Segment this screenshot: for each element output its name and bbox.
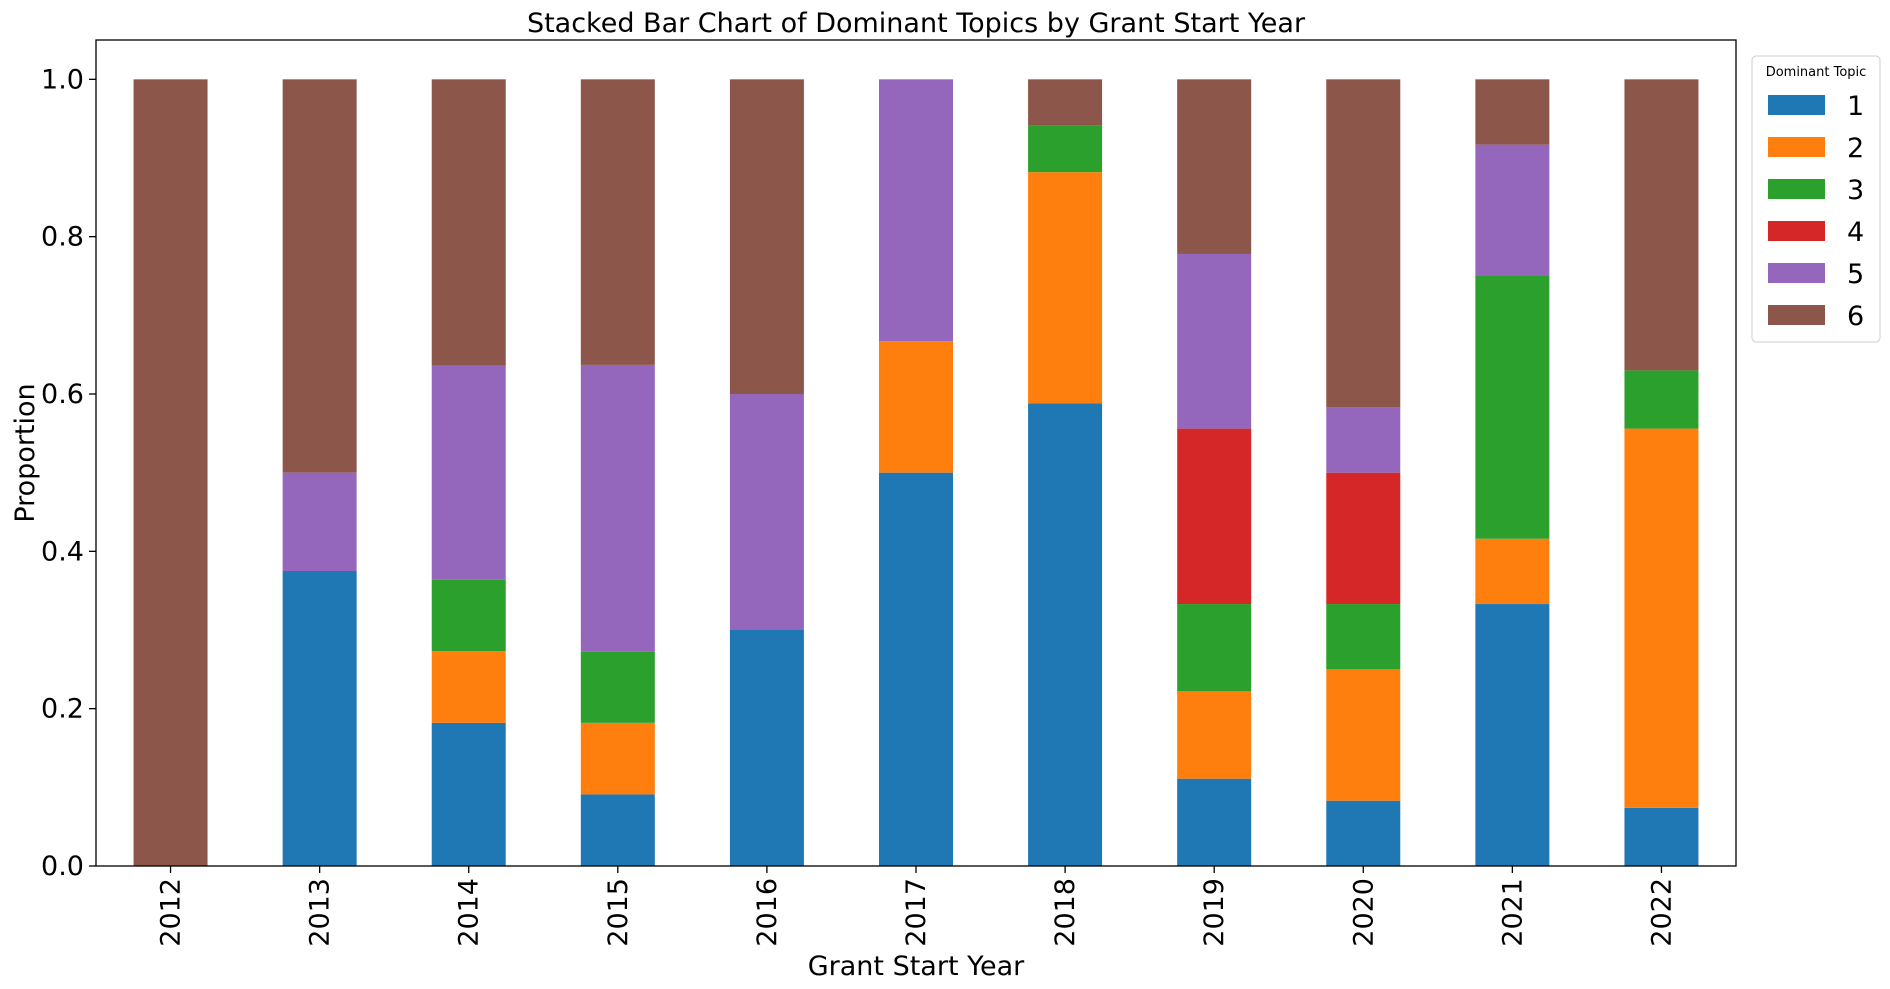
bar-2015-topic-6	[580, 79, 655, 365]
bar-2017-topic-2	[879, 341, 953, 473]
bar-2019-topic-6	[1177, 79, 1252, 254]
x-tick-label-2020: 2020	[1348, 878, 1379, 947]
legend-label-topic-1: 1	[1847, 91, 1864, 122]
bar-2022-topic-1	[1624, 807, 1699, 866]
bar-2013-topic-6	[282, 79, 357, 473]
bar-2015-topic-2	[580, 722, 655, 795]
bar-2020-topic-4	[1326, 472, 1401, 605]
bar-2017-topic-5	[879, 79, 953, 342]
bar-2014-topic-5	[431, 365, 506, 580]
bar-2022-topic-3	[1624, 370, 1699, 429]
bar-2018-topic-1	[1028, 403, 1103, 866]
legend-label-topic-4: 4	[1847, 217, 1864, 248]
bar-2014-topic-1	[431, 722, 506, 866]
bar-2019-topic-3	[1177, 604, 1252, 692]
x-tick-label-2017: 2017	[901, 878, 932, 947]
bar-2021-topic-1	[1475, 604, 1550, 866]
y-tick-label-0.0: 0.0	[41, 851, 84, 882]
bar-2019-topic-1	[1177, 778, 1252, 866]
bar-2021-topic-2	[1475, 538, 1550, 605]
bar-2019-topic-5	[1177, 253, 1252, 429]
bar-2020-topic-6	[1326, 79, 1401, 408]
x-axis: 2012 2013 2014 2015 2016 2017 2018 2019 2020 2021…	[156, 866, 1677, 947]
bar-2016-topic-6	[729, 79, 804, 394]
bar-2018-topic-2	[1028, 172, 1103, 404]
bar-2020-topic-2	[1326, 669, 1401, 801]
legend-swatch-topic-5	[1768, 263, 1825, 283]
bar-2013-topic-1	[282, 571, 357, 866]
x-axis-label: Grant Start Year	[808, 951, 1025, 982]
y-tick-label-0.4: 0.4	[41, 536, 84, 567]
x-tick-label-2016: 2016	[752, 878, 783, 947]
legend-swatch-topic-4	[1768, 221, 1825, 241]
legend-swatch-topic-6	[1768, 305, 1825, 325]
bar-2021-topic-5	[1475, 144, 1550, 276]
x-tick-label-2012: 2012	[156, 878, 187, 947]
legend: Dominant Topic 1 2 3 4 5 6	[1751, 55, 1881, 343]
bar-2022-topic-2	[1624, 428, 1699, 808]
bar-2012-topic-6	[133, 79, 208, 866]
bar-2017-topic-1	[879, 472, 953, 866]
bar-2019-topic-2	[1177, 691, 1252, 779]
legend-swatch-topic-3	[1768, 179, 1825, 199]
bar-2021-topic-3	[1475, 276, 1550, 539]
legend-label-topic-3: 3	[1847, 175, 1864, 206]
legend-label-topic-5: 5	[1847, 259, 1864, 290]
bar-2021-topic-6	[1475, 79, 1550, 145]
bars-group	[133, 79, 1699, 866]
x-tick-label-2022: 2022	[1646, 878, 1677, 947]
x-tick-label-2014: 2014	[454, 878, 485, 947]
bar-2014-topic-2	[431, 651, 506, 723]
x-tick-label-2013: 2013	[305, 878, 336, 947]
x-tick-label-2018: 2018	[1050, 878, 1081, 947]
y-tick-label-0.6: 0.6	[41, 379, 84, 410]
bar-2020-topic-3	[1326, 604, 1401, 670]
bar-2014-topic-6	[431, 79, 506, 366]
bar-2018-topic-6	[1028, 79, 1103, 126]
bar-2015-topic-1	[580, 794, 655, 866]
bar-2013-topic-5	[282, 472, 357, 571]
legend-label-topic-2: 2	[1847, 133, 1864, 164]
y-tick-label-0.8: 0.8	[41, 222, 84, 253]
bar-2020-topic-1	[1326, 800, 1401, 866]
bar-2015-topic-3	[580, 651, 655, 723]
legend-label-topic-6: 6	[1847, 301, 1864, 332]
bar-2016-topic-5	[729, 394, 804, 630]
y-axis-label: Proportion	[10, 383, 41, 522]
legend-swatch-topic-1	[1768, 95, 1825, 115]
chart-title: Stacked Bar Chart of Dominant Topics by …	[527, 8, 1306, 39]
bar-2016-topic-1	[729, 630, 804, 866]
x-tick-label-2019: 2019	[1199, 878, 1230, 947]
legend-title: Dominant Topic	[1766, 65, 1867, 80]
y-tick-label-1.0: 1.0	[41, 64, 84, 95]
bar-2019-topic-4	[1177, 428, 1252, 605]
y-axis: 0.0 0.2 0.4 0.6 0.8 1.0	[41, 64, 96, 882]
bar-2018-topic-3	[1028, 125, 1103, 173]
x-tick-label-2021: 2021	[1497, 878, 1528, 947]
y-tick-label-0.2: 0.2	[41, 694, 84, 725]
bar-2020-topic-5	[1326, 407, 1401, 473]
bar-2015-topic-5	[580, 364, 655, 652]
legend-swatch-topic-2	[1768, 137, 1825, 157]
x-tick-label-2015: 2015	[603, 878, 634, 947]
bar-2014-topic-3	[431, 579, 506, 652]
bar-2022-topic-6	[1624, 79, 1699, 371]
